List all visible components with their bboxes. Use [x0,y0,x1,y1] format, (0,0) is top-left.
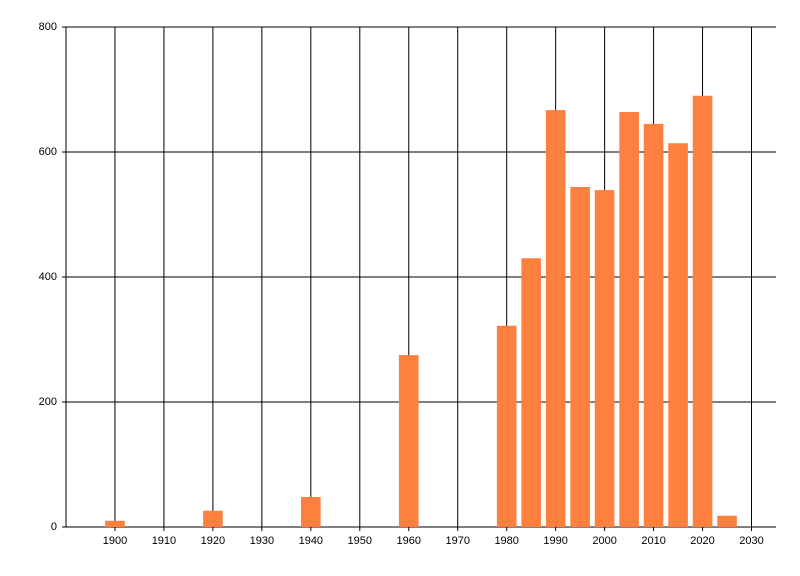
x-tick-label: 1920 [201,535,225,547]
bar [668,143,688,527]
bar [594,190,615,527]
x-tick-label: 1990 [543,535,567,547]
bar [643,123,664,527]
y-tick-label: 800 [39,21,57,33]
bar [105,520,125,527]
bar [301,497,321,527]
bar [692,95,713,527]
bar [717,515,737,527]
x-tick-label: 2030 [739,535,763,547]
y-tick-label: 0 [51,521,57,533]
x-tick-label: 1900 [103,535,127,547]
x-tick-label: 1910 [152,535,176,547]
bar [496,325,517,527]
x-tick-label: 1950 [348,535,372,547]
bar [570,187,590,527]
bar [545,110,566,527]
x-tick-label: 1980 [494,535,518,547]
bar [203,510,223,527]
y-tick-label: 200 [39,396,57,408]
x-tick-label: 2000 [592,535,616,547]
x-tick-label: 1940 [299,535,323,547]
x-tick-label: 1970 [445,535,469,547]
x-tick-label: 1960 [397,535,421,547]
x-tick-label: 1930 [250,535,274,547]
bar [619,112,639,527]
bar [521,258,541,527]
x-tick-label: 2020 [690,535,714,547]
y-tick-label: 600 [39,146,57,158]
bar [398,355,419,527]
x-tick-label: 2010 [641,535,665,547]
y-tick-label: 400 [39,271,57,283]
